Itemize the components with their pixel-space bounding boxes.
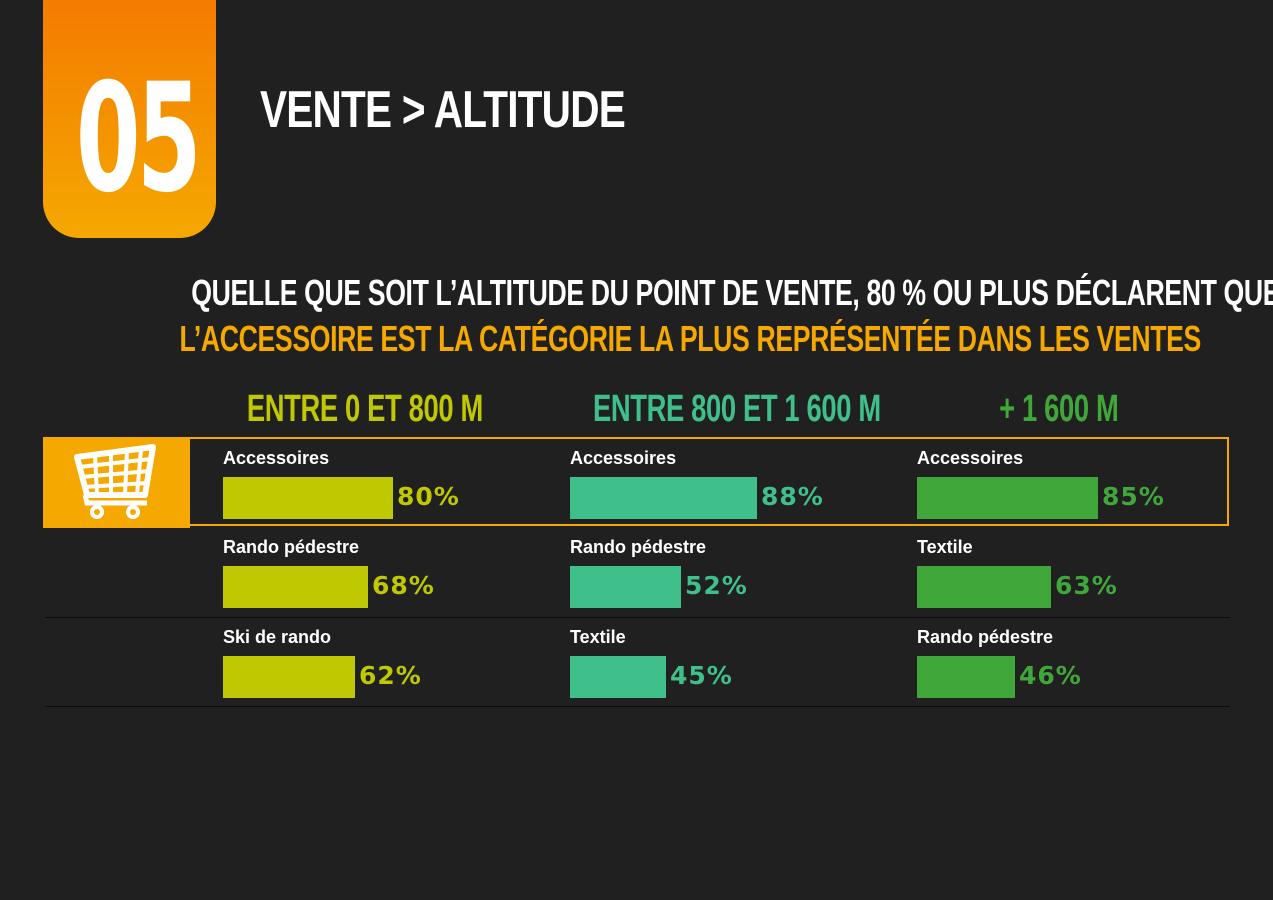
shopping-cart-icon: [74, 444, 156, 519]
subtitle-line-2: L’ACCESSOIRE EST LA CATÉGORIE LA PLUS RE…: [0, 318, 1273, 360]
bar-cell: Rando pédestre 46%: [917, 627, 1247, 707]
bar-value-label: 68%: [372, 571, 435, 600]
bar-cell: Textile 63%: [917, 537, 1247, 617]
section-number-badge: 05: [43, 0, 216, 238]
bar: [570, 566, 681, 608]
column-header-0-800: ENTRE 0 ET 800 M: [190, 388, 540, 431]
bar-label: Rando pédestre: [917, 627, 1054, 647]
bar-cell: Textile 45%: [570, 627, 900, 707]
bar: [917, 477, 1098, 519]
bar: [223, 656, 355, 698]
bar-value-label: 45%: [670, 661, 733, 690]
column-header-text: ENTRE 0 ET 800 M: [246, 388, 483, 430]
bar-value-label: 85%: [1102, 482, 1165, 511]
bar-label: Accessoires: [223, 448, 330, 468]
bar-cell: Rando pédestre 52%: [570, 537, 900, 617]
bar-label: Ski de rando: [223, 627, 332, 647]
bar-label: Textile: [917, 537, 973, 557]
bar-value-label: 46%: [1019, 661, 1082, 690]
subtitle-line-1-text: QUELLE QUE SOIT L’ALTITUDE DU POINT DE V…: [191, 272, 1273, 313]
bar-label: Accessoires: [570, 448, 677, 468]
bar: [570, 656, 666, 698]
bar-label: Accessoires: [917, 448, 1024, 468]
bar-cell: Accessoires 80%: [223, 448, 553, 528]
bar-label: Rando pédestre: [570, 537, 707, 557]
row-divider: [45, 617, 1230, 618]
bar-value-label: 88%: [761, 482, 824, 511]
bar: [223, 566, 368, 608]
column-header-1600-plus: + 1 600 M: [884, 388, 1234, 431]
column-header-text: ENTRE 800 ET 1 600 M: [592, 388, 881, 430]
bar-cell: Rando pédestre 68%: [223, 537, 553, 617]
bar-value-label: 62%: [359, 661, 422, 690]
bar-label: Rando pédestre: [223, 537, 360, 557]
bar-label: Textile: [570, 627, 626, 647]
bar-value-label: 80%: [397, 482, 460, 511]
subtitle-line-2-text: L’ACCESSOIRE EST LA CATÉGORIE LA PLUS RE…: [179, 318, 1201, 359]
bar: [917, 566, 1051, 608]
section-number: 05: [75, 52, 202, 226]
bar-value-label: 63%: [1055, 571, 1118, 600]
bar: [570, 477, 757, 519]
bar: [917, 656, 1015, 698]
bar-cell: Ski de rando 62%: [223, 627, 553, 707]
column-header-800-1600: ENTRE 800 ET 1 600 M: [537, 388, 887, 431]
column-header-text: + 1 600 M: [999, 388, 1119, 430]
subtitle-line-1: QUELLE QUE SOIT L’ALTITUDE DU POINT DE V…: [0, 272, 1273, 314]
page-title: VENTE > ALTITUDE: [260, 81, 626, 139]
bar-value-label: 52%: [685, 571, 748, 600]
bar: [223, 477, 393, 519]
bar-cell: Accessoires 85%: [917, 448, 1247, 528]
cart-box: [43, 437, 190, 528]
row-divider: [45, 706, 1230, 707]
bar-cell: Accessoires 88%: [570, 448, 900, 528]
